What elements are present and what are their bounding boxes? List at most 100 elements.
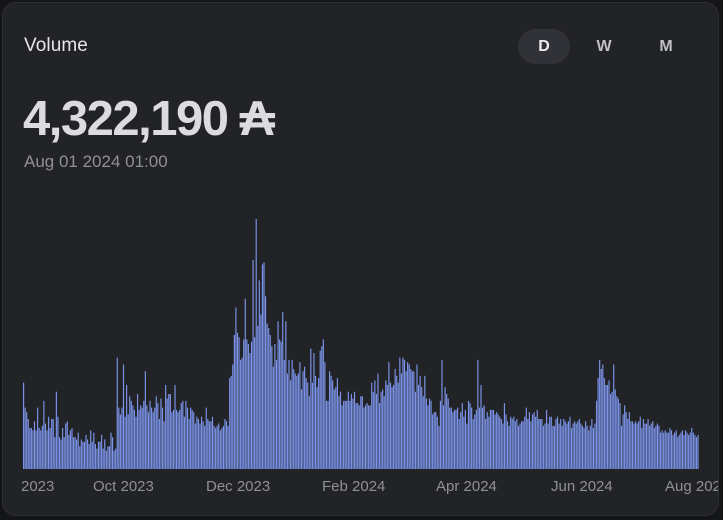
volume-bar[interactable] — [403, 359, 406, 469]
volume-bar[interactable] — [149, 400, 151, 469]
volume-bar[interactable] — [597, 378, 599, 469]
volume-bar[interactable] — [58, 437, 61, 469]
volume-bar[interactable] — [202, 421, 204, 469]
volume-bar[interactable] — [588, 430, 590, 469]
volume-bar[interactable] — [194, 423, 196, 469]
volume-bar[interactable] — [636, 423, 638, 469]
volume-bar[interactable] — [82, 441, 84, 469]
volume-bar[interactable] — [460, 412, 462, 469]
volume-bar[interactable] — [645, 423, 648, 469]
volume-bar[interactable] — [439, 400, 442, 469]
volume-bar[interactable] — [503, 403, 506, 469]
volume-bar[interactable] — [205, 407, 207, 469]
volume-bar[interactable] — [677, 437, 679, 469]
volume-bar[interactable] — [32, 430, 34, 469]
volume-bar[interactable] — [316, 387, 318, 469]
volume-bar[interactable] — [396, 375, 398, 469]
volume-bar[interactable] — [160, 398, 162, 469]
volume-bar[interactable] — [144, 371, 146, 469]
volume-bar[interactable] — [279, 339, 281, 469]
volume-bar[interactable] — [550, 416, 552, 469]
volume-bar[interactable] — [602, 364, 604, 469]
volume-bar[interactable] — [207, 419, 209, 469]
volume-bar[interactable] — [480, 384, 482, 469]
volume-bar[interactable] — [191, 409, 193, 469]
volume-bar[interactable] — [66, 421, 68, 469]
volume-bar[interactable] — [236, 332, 239, 469]
volume-bar[interactable] — [377, 373, 379, 469]
volume-bar[interactable] — [411, 371, 413, 469]
volume-bar[interactable] — [433, 412, 435, 469]
volume-bar[interactable] — [595, 400, 598, 469]
volume-bar[interactable] — [455, 409, 457, 469]
volume-bar[interactable] — [43, 400, 45, 469]
volume-bar[interactable] — [661, 430, 663, 469]
volume-bar[interactable] — [216, 425, 218, 469]
volume-bar[interactable] — [266, 323, 268, 469]
volume-bar[interactable] — [330, 375, 332, 469]
volume-bar[interactable] — [542, 425, 545, 469]
volume-bar[interactable] — [336, 378, 338, 469]
volume-bar[interactable] — [444, 387, 446, 469]
volume-bar[interactable] — [293, 369, 295, 469]
volume-bar[interactable] — [446, 394, 448, 469]
volume-bar[interactable] — [311, 382, 313, 469]
volume-bar[interactable] — [686, 432, 688, 469]
tab-week[interactable]: W — [596, 37, 612, 55]
volume-bar[interactable] — [452, 412, 454, 469]
volume-bar[interactable] — [244, 298, 246, 469]
volume-bar[interactable] — [151, 407, 153, 469]
volume-bar[interactable] — [638, 421, 640, 469]
volume-bar[interactable] — [374, 380, 376, 469]
volume-bar[interactable] — [502, 423, 504, 469]
volume-bar[interactable] — [247, 344, 249, 469]
volume-bar[interactable] — [563, 419, 565, 469]
volume-bar[interactable] — [670, 430, 673, 469]
volume-bar[interactable] — [594, 423, 596, 469]
volume-bar[interactable] — [115, 448, 117, 469]
volume-bar[interactable] — [664, 430, 666, 469]
volume-bar[interactable] — [368, 405, 370, 469]
volume-bar[interactable] — [610, 394, 612, 469]
volume-bar[interactable] — [204, 425, 206, 469]
volume-bar[interactable] — [511, 419, 513, 469]
volume-bar[interactable] — [524, 416, 526, 469]
volume-bar[interactable] — [26, 412, 28, 469]
volume-bar[interactable] — [94, 444, 96, 469]
volume-bar[interactable] — [669, 428, 671, 469]
volume-bar[interactable] — [23, 382, 25, 469]
volume-bar[interactable] — [614, 389, 616, 469]
volume-bar[interactable] — [561, 425, 563, 469]
volume-bar[interactable] — [200, 416, 203, 469]
volume-bar[interactable] — [180, 403, 182, 469]
volume-bar[interactable] — [27, 419, 29, 469]
volume-bar[interactable] — [631, 421, 634, 469]
volume-bar[interactable] — [169, 394, 171, 469]
volume-bar[interactable] — [521, 421, 523, 469]
volume-bar[interactable] — [163, 421, 165, 469]
volume-bar[interactable] — [558, 423, 560, 469]
volume-bar[interactable] — [261, 264, 264, 469]
volume-bar[interactable] — [499, 416, 501, 469]
volume-bar[interactable] — [589, 425, 591, 469]
volume-bar[interactable] — [130, 400, 132, 469]
volume-bar[interactable] — [93, 432, 95, 469]
volume-bar[interactable] — [305, 378, 307, 469]
volume-bar[interactable] — [624, 405, 626, 469]
volume-bar[interactable] — [249, 353, 251, 469]
volume-bar[interactable] — [47, 416, 50, 469]
volume-bar[interactable] — [241, 357, 243, 469]
volume-bar[interactable] — [141, 407, 143, 469]
volume-bar[interactable] — [469, 403, 471, 469]
volume-bar[interactable] — [135, 416, 137, 469]
volume-bar[interactable] — [514, 421, 516, 469]
volume-bar[interactable] — [188, 419, 190, 469]
volume-bar[interactable] — [344, 400, 346, 469]
volume-bar[interactable] — [417, 384, 420, 469]
volume-bar[interactable] — [421, 387, 423, 469]
volume-bar[interactable] — [288, 359, 290, 469]
volume-bar[interactable] — [466, 423, 468, 469]
volume-bar[interactable] — [176, 409, 178, 469]
volume-bar[interactable] — [672, 434, 674, 469]
volume-bar[interactable] — [692, 432, 694, 469]
